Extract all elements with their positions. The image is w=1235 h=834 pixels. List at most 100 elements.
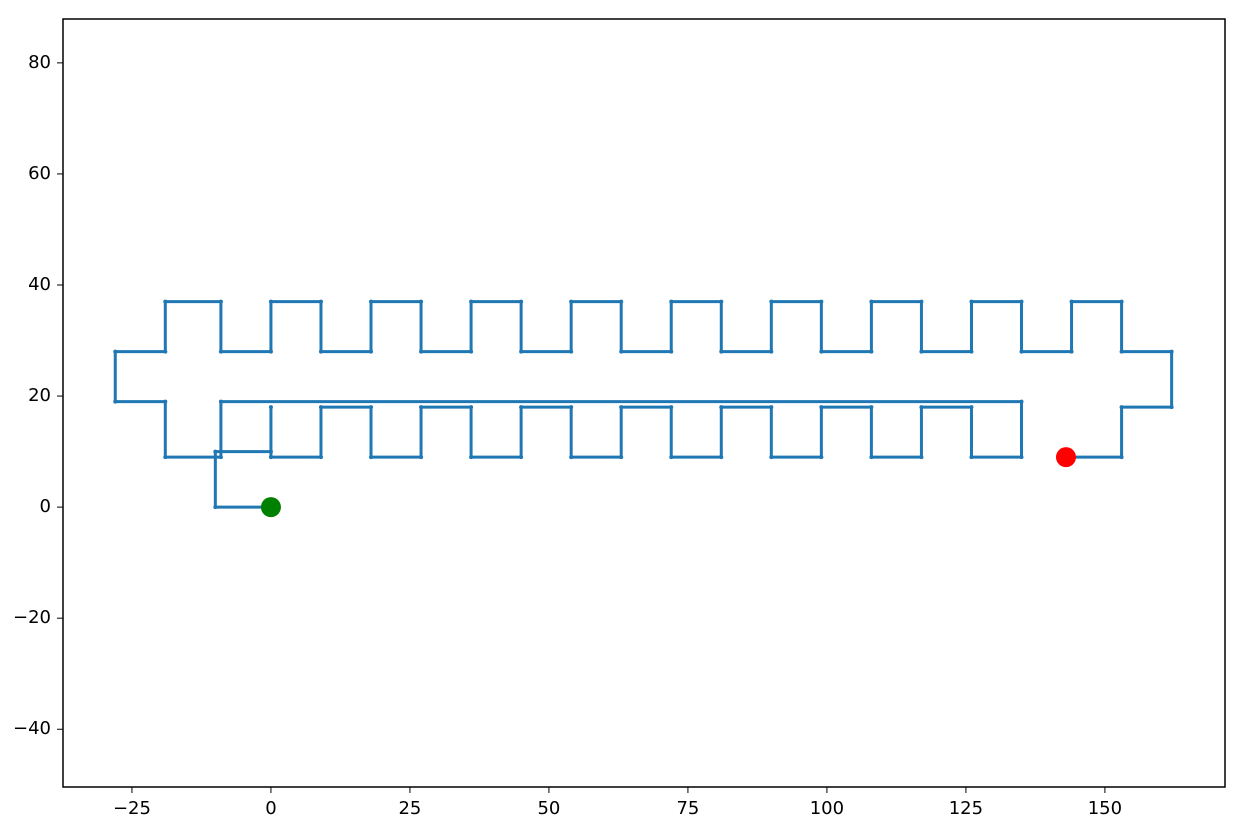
vertex-marker [919, 349, 924, 354]
vertex-marker [1119, 455, 1124, 460]
y-tick-label: 40 [28, 274, 51, 295]
y-tick-label: 80 [28, 52, 51, 73]
vertex-marker [619, 455, 624, 460]
vertex-marker [719, 455, 724, 460]
vertex-marker [419, 455, 424, 460]
vertex-marker [569, 455, 574, 460]
vertex-marker [669, 405, 674, 410]
vertex-marker [163, 455, 168, 460]
vertex-marker [969, 349, 974, 354]
vertex-marker [869, 455, 874, 460]
vertex-marker [369, 455, 374, 460]
vertex-marker [113, 349, 118, 354]
vertex-marker [819, 299, 824, 304]
vertex-marker [869, 349, 874, 354]
vertex-marker [519, 405, 524, 410]
x-tick-label: 150 [1088, 798, 1122, 819]
vertex-marker [719, 299, 724, 304]
vertex-marker [919, 299, 924, 304]
vertex-marker [569, 405, 574, 410]
vertex-marker [268, 455, 273, 460]
path-line [113, 300, 1174, 509]
vertex-marker [369, 349, 374, 354]
vertex-marker [1119, 299, 1124, 304]
vertex-marker [769, 455, 774, 460]
vertex-marker [369, 405, 374, 410]
vertex-marker [819, 455, 824, 460]
vertex-marker [569, 299, 574, 304]
y-tick-label: 0 [40, 496, 51, 517]
x-tick-label: −25 [113, 798, 151, 819]
vertex-marker [1019, 399, 1024, 404]
vertex-marker [113, 399, 118, 404]
vertex-marker [163, 299, 168, 304]
vertex-marker [419, 405, 424, 410]
plot-frame [62, 18, 1226, 788]
vertex-marker [469, 349, 474, 354]
vertex-marker [1169, 405, 1174, 410]
point-marker [1055, 447, 1076, 468]
vertex-marker [519, 299, 524, 304]
vertex-marker [469, 299, 474, 304]
vertex-marker [419, 349, 424, 354]
vertex-marker [519, 455, 524, 460]
y-tick-label: 60 [28, 163, 51, 184]
vertex-marker [419, 299, 424, 304]
vertex-marker [669, 299, 674, 304]
x-tick-label: 75 [676, 798, 699, 819]
vertex-marker [1069, 299, 1074, 304]
vertex-marker [969, 299, 974, 304]
vertex-marker [869, 405, 874, 410]
vertex-marker [218, 299, 223, 304]
vertex-marker [619, 405, 624, 410]
vertex-marker [869, 299, 874, 304]
vertex-marker [213, 449, 218, 454]
vertex-marker [669, 349, 674, 354]
vertex-marker [819, 349, 824, 354]
x-tick-label: 0 [265, 798, 276, 819]
vertex-marker [268, 449, 273, 454]
vertex-marker [318, 349, 323, 354]
y-tick-label: −20 [13, 607, 51, 628]
y-tick-label: −40 [13, 718, 51, 739]
vertex-marker [769, 349, 774, 354]
vertex-marker [213, 505, 218, 510]
vertex-marker [769, 405, 774, 410]
vertex-marker [719, 349, 724, 354]
vertex-marker [1019, 455, 1024, 460]
vertex-marker [569, 349, 574, 354]
vertex-marker [1019, 349, 1024, 354]
vertex-marker [218, 349, 223, 354]
vertex-marker [469, 405, 474, 410]
vertex-marker [1119, 349, 1124, 354]
vertex-marker [218, 455, 223, 460]
vertex-marker [519, 349, 524, 354]
vertex-marker [719, 405, 724, 410]
vertex-marker [1069, 349, 1074, 354]
vertex-marker [919, 455, 924, 460]
x-tick-label: 100 [810, 798, 844, 819]
vertex-marker [969, 455, 974, 460]
vertex-marker [318, 405, 323, 410]
y-tick-label: 20 [28, 385, 51, 406]
vertex-marker [669, 455, 674, 460]
vertex-marker [969, 405, 974, 410]
vertex-marker [1119, 405, 1124, 410]
vertex-marker [469, 455, 474, 460]
vertex-marker [218, 399, 223, 404]
vertex-marker [619, 299, 624, 304]
vertex-marker [268, 405, 273, 410]
vertex-marker [919, 405, 924, 410]
vertex-marker [1019, 299, 1024, 304]
x-tick-label: 25 [398, 798, 421, 819]
vertex-marker [619, 349, 624, 354]
vertex-marker [268, 299, 273, 304]
vertex-marker [318, 299, 323, 304]
vertex-marker [369, 299, 374, 304]
vertex-marker [163, 399, 168, 404]
vertex-marker [819, 405, 824, 410]
x-tick-label: 125 [949, 798, 983, 819]
vertex-marker [769, 299, 774, 304]
vertex-marker [268, 349, 273, 354]
